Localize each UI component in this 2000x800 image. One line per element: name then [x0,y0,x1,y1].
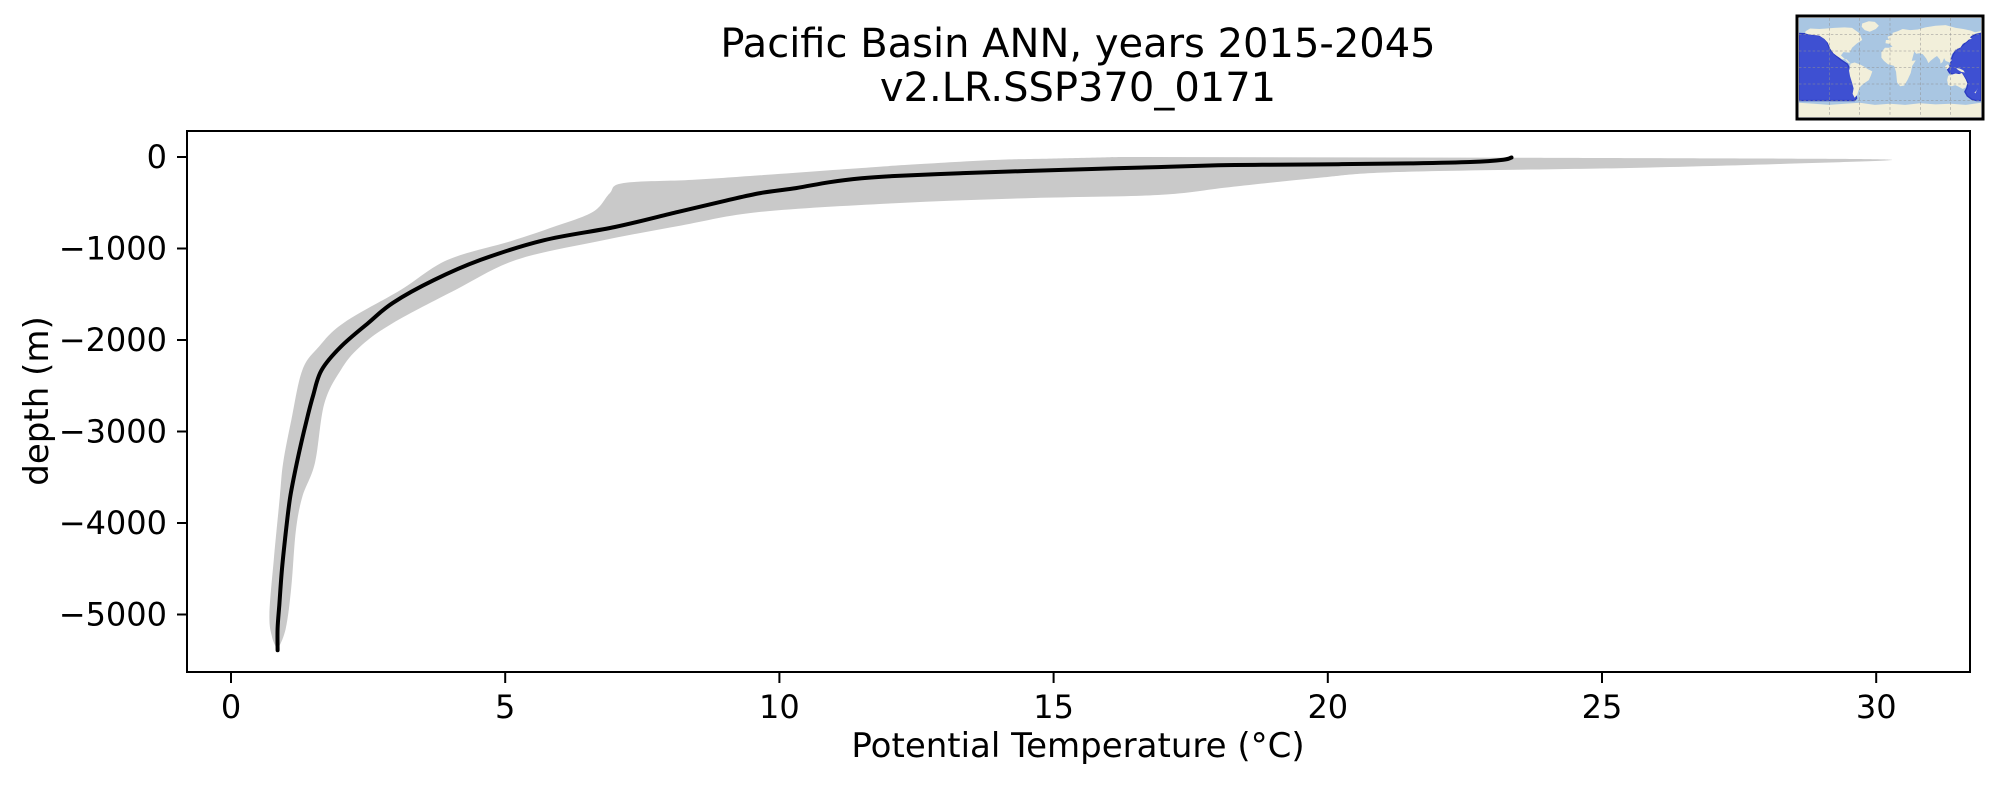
y-axis-ticks: 0 −1000 −2000 −3000 −4000 −5000 [59,138,187,634]
x-tick-label: 30 [1856,688,1897,726]
landmass-borneo [1945,64,1950,70]
landmass-new-zealand [1974,87,1978,94]
map-landmasses [1799,21,1981,117]
x-tick-label: 25 [1582,688,1623,726]
y-tick-label: −5000 [59,596,167,634]
landmass-eurasia-africa [1881,25,1981,87]
world-map-inset [1795,14,1985,121]
y-tick-label: −2000 [59,321,167,359]
y-tick-label: −4000 [59,504,167,542]
landmass-new-guinea [1956,68,1965,73]
y-tick-label: 0 [147,138,167,176]
chart-subtitle: v2.LR.SSP370_0171 [880,65,1276,111]
x-axis-label: Potential Temperature (°C) [851,726,1304,766]
mean-profile-line [275,155,1514,653]
landmass-australia [1947,73,1968,89]
x-axis-ticks: 0 5 10 15 20 25 30 [221,673,1897,726]
map-inset-svg [1799,18,1981,117]
x-tick-label: 10 [759,688,800,726]
x-tick-label: 15 [1033,688,1074,726]
map-border [1795,14,1985,121]
landmass-north-america [1805,27,1863,64]
y-tick-label: −1000 [59,230,167,268]
envelope-band [269,157,1893,651]
landmass-japan [1955,43,1963,51]
map-gridlines [1799,18,1981,117]
landmass-south-america [1849,62,1873,98]
y-axis-label: depth (m) [17,316,57,485]
x-tick-label: 5 [495,688,515,726]
chart-title: Pacific Basin ANN, years 2015-2045 [720,21,1435,67]
y-tick-label: −3000 [59,413,167,451]
x-tick-label: 20 [1307,688,1348,726]
landmass-greenland [1861,21,1879,32]
x-tick-label: 0 [221,688,241,726]
plot-frame [186,130,1971,673]
